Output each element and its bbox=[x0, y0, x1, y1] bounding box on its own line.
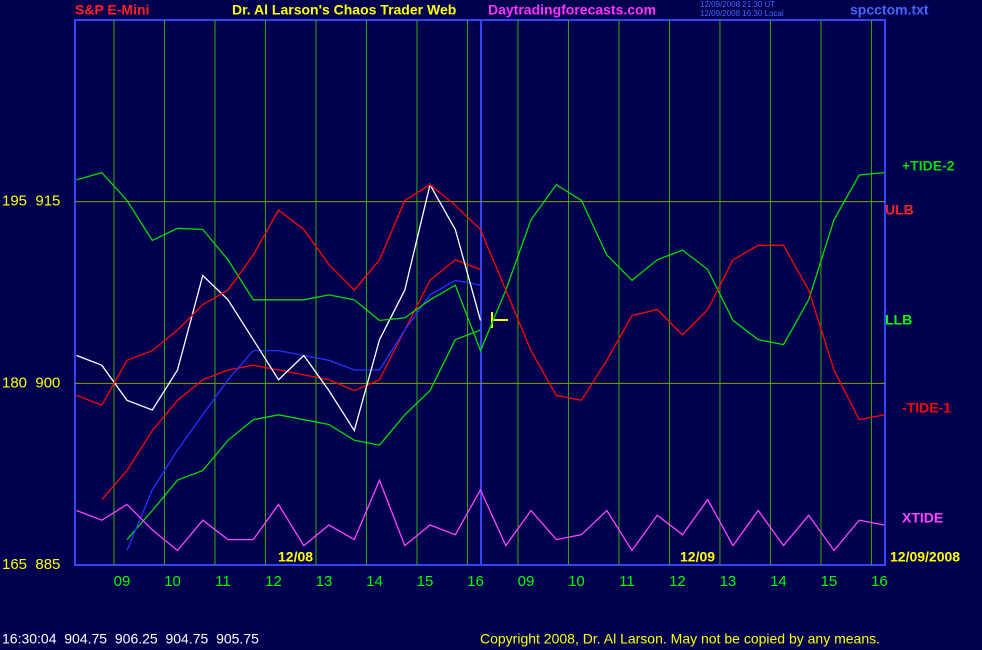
series-line bbox=[76, 182, 482, 433]
x-tick-label: 16 bbox=[871, 573, 888, 590]
x-tick-label: 12 bbox=[669, 573, 686, 590]
x-tick-label: 13 bbox=[720, 573, 737, 590]
x-tick-label: 11 bbox=[619, 573, 635, 590]
timestamp: 12/09/2008 21:30 UT bbox=[700, 0, 775, 9]
y-tick-label: 195 915 bbox=[2, 193, 60, 210]
file-name: spcctom.txt bbox=[850, 2, 929, 18]
series-line bbox=[126, 279, 481, 551]
site: Daytradingforecasts.com bbox=[488, 2, 656, 18]
chart-title: Dr. Al Larson's Chaos Trader Web bbox=[232, 2, 456, 18]
x-tick-label: 14 bbox=[770, 573, 787, 590]
date-label: 12/09/2008 bbox=[890, 549, 960, 565]
x-tick-label: 11 bbox=[215, 573, 231, 590]
copyright: Copyright 2008, Dr. Al Larson. May not b… bbox=[480, 631, 880, 647]
series-line bbox=[76, 171, 885, 353]
x-tick-label: 09 bbox=[114, 573, 131, 590]
series-label: +TIDE-2 bbox=[902, 157, 955, 173]
x-tick-label: 15 bbox=[417, 573, 434, 590]
x-tick-label: 09 bbox=[518, 573, 535, 590]
y-tick-label: 165 885 bbox=[2, 556, 60, 573]
x-tick-label: 10 bbox=[568, 573, 585, 590]
symbol: S&P E-Mini bbox=[75, 2, 149, 18]
annotation: LLB bbox=[885, 312, 912, 328]
x-tick-label: 12 bbox=[265, 573, 282, 590]
date-label: 12/09 bbox=[680, 549, 715, 565]
annotation: ULB bbox=[885, 202, 914, 218]
series-label: -TIDE-1 bbox=[902, 400, 951, 416]
x-tick-label: 10 bbox=[164, 573, 181, 590]
y-tick-label: 180 900 bbox=[2, 374, 60, 391]
timestamp: 12/09/2008 16:30 Local bbox=[700, 9, 784, 18]
series-line bbox=[101, 259, 481, 501]
x-tick-label: 16 bbox=[467, 573, 484, 590]
x-tick-label: 15 bbox=[821, 573, 838, 590]
marker bbox=[491, 312, 508, 328]
x-tick-label: 13 bbox=[316, 573, 333, 590]
series-line bbox=[76, 478, 885, 552]
series-label: XTIDE bbox=[902, 510, 943, 526]
status-line: 16:30:04 904.75 906.25 904.75 905.75 bbox=[2, 631, 259, 647]
series-line bbox=[76, 183, 885, 421]
x-tick-label: 14 bbox=[366, 573, 383, 590]
date-label: 12/08 bbox=[278, 549, 313, 565]
series-line bbox=[126, 329, 481, 541]
